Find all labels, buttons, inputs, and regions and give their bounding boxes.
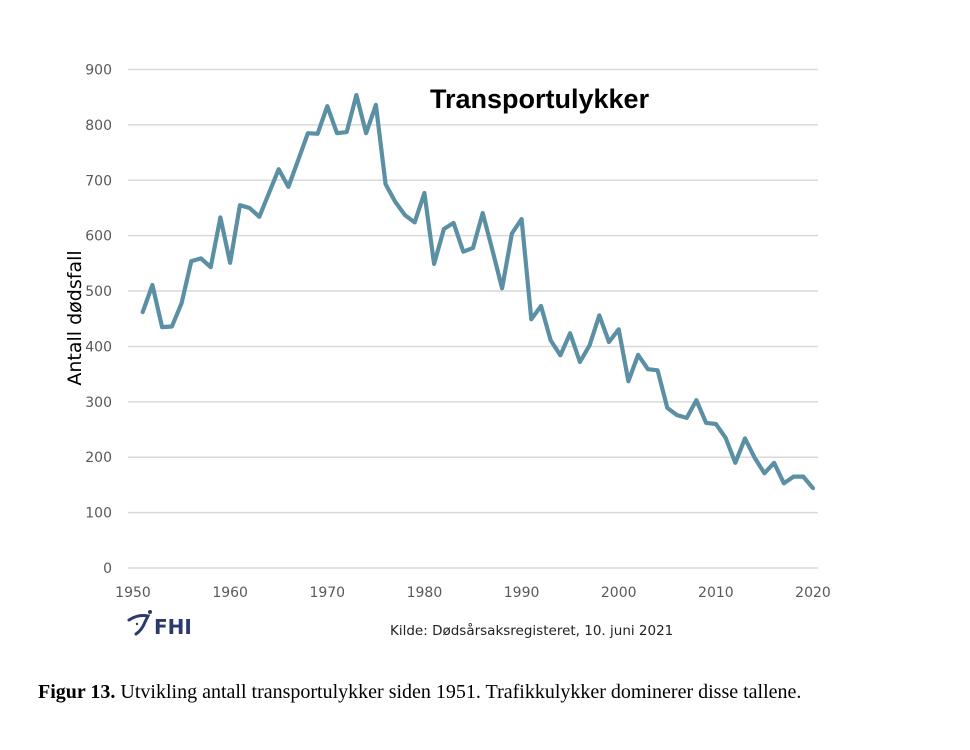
x-tick-label: 1950	[115, 585, 151, 601]
fhi-logo: FHI	[127, 610, 192, 639]
caption-label: Figur 13.	[38, 681, 116, 703]
x-tick-label: 1960	[212, 585, 248, 601]
y-tick-label: 100	[85, 506, 112, 522]
series-line	[140, 92, 816, 491]
y-tick-label: 400	[85, 339, 112, 355]
y-tick-label: 600	[85, 229, 112, 245]
y-tick-label: 0	[103, 561, 112, 577]
chart-title: Transportulykker	[430, 84, 650, 114]
fhi-logo-icon	[127, 610, 152, 636]
y-axis-ticks: 0 100 200 300 400 500 600 700 800 900	[85, 63, 112, 578]
x-tick-label: 1990	[504, 585, 540, 601]
caption-text: Utvikling antall transportulykker siden …	[115, 681, 802, 703]
x-tick-label: 1970	[309, 585, 345, 601]
y-axis-label: Antall dødsfall	[64, 250, 86, 385]
figure-caption: Figur 13. Utvikling antall transportulyk…	[38, 680, 858, 705]
y-tick-label: 900	[85, 63, 112, 79]
series-group	[140, 92, 816, 491]
y-tick-label: 500	[85, 284, 112, 300]
x-tick-label: 2000	[601, 585, 637, 601]
gridlines	[128, 68, 818, 569]
y-tick-label: 700	[85, 173, 112, 189]
x-tick-label: 2020	[795, 585, 831, 601]
y-tick-label: 300	[85, 395, 112, 411]
source-note: Kilde: Dødsårsaksregisteret, 10. juni 20…	[390, 622, 673, 639]
x-tick-label: 2010	[698, 585, 734, 601]
y-tick-label: 200	[85, 450, 112, 466]
x-axis-ticks: 1950 1960 1970 1980 1990 2000 2010 2020	[115, 585, 831, 601]
fhi-logo-text: FHI	[154, 615, 192, 639]
y-tick-label: 800	[85, 118, 112, 134]
x-tick-label: 1980	[407, 585, 443, 601]
chart: 0 100 200 300 400 500 600 700 800 900 1950 1960 197…	[64, 63, 831, 640]
